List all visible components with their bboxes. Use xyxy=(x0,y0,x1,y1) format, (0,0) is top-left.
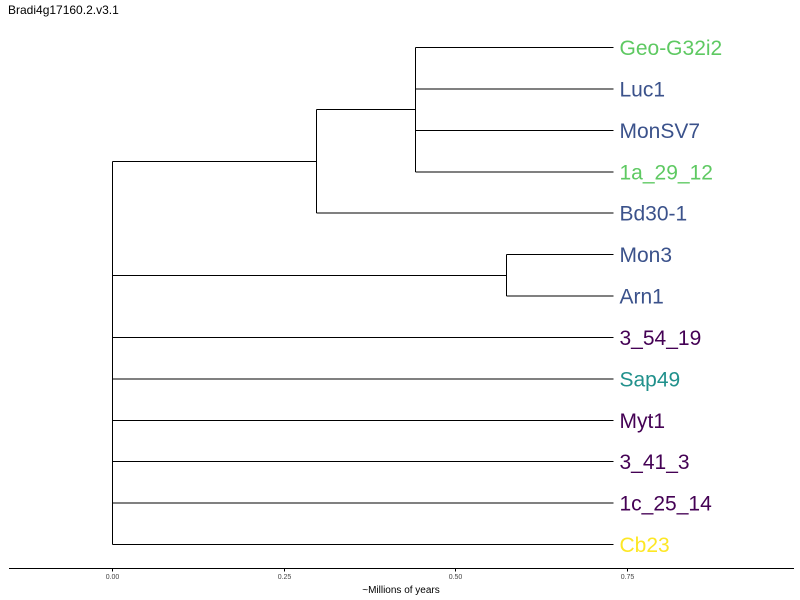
leaf-label: 3_54_19 xyxy=(620,327,702,350)
leaf-label: 3_41_3 xyxy=(620,451,690,474)
leaf-label: Sap49 xyxy=(620,368,681,391)
x-axis-ticks: 0.00 0.25 0.50 0.75 xyxy=(106,568,635,581)
leaf-label: Luc1 xyxy=(620,78,666,101)
leaf-label: Myt1 xyxy=(620,410,666,433)
leaf-labels: Geo-G32i2 Luc1 MonSV7 1a_29_12 Bd30-1 Mon3 Arn… xyxy=(620,37,723,557)
x-axis-tick-label: 0.00 xyxy=(106,574,120,581)
leaf-label: 1c_25_14 xyxy=(620,493,713,516)
leaf-label: Bd30-1 xyxy=(620,203,688,226)
leaf-label: 1a_29_12 xyxy=(620,161,713,184)
page-title: Bradi4g17160.2.v3.1 xyxy=(8,3,119,17)
leaf-label: Mon3 xyxy=(620,244,673,267)
x-axis-tick-label: 0.50 xyxy=(449,574,463,581)
leaf-label: Geo-G32i2 xyxy=(620,37,723,60)
x-axis-label: ~Millions of years xyxy=(362,585,440,596)
leaf-label: Cb23 xyxy=(620,534,670,557)
x-axis-tick-label: 0.75 xyxy=(621,574,635,581)
leaf-label: Arn1 xyxy=(620,286,664,309)
x-axis-tick-label: 0.25 xyxy=(278,574,292,581)
tree-branches xyxy=(112,47,614,545)
leaf-label: MonSV7 xyxy=(620,120,701,143)
